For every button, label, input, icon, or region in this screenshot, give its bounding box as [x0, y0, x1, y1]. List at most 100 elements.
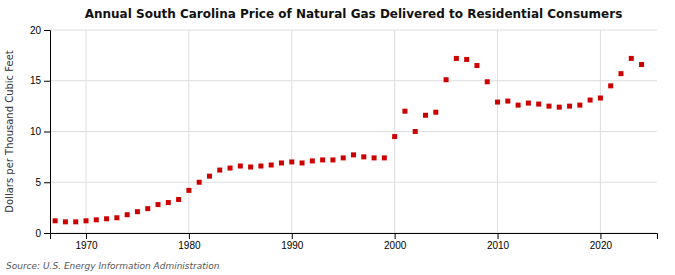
tick-mark	[498, 233, 499, 239]
tick-mark	[86, 233, 87, 239]
point	[608, 83, 613, 88]
plot-area: 1970 1980 1990 2000 2010 2020 0 5 10 15 20	[30, 25, 658, 251]
point	[84, 218, 89, 223]
point	[423, 113, 428, 118]
point	[248, 165, 253, 170]
tick: 5	[35, 177, 50, 188]
tick-label: 2010	[487, 240, 510, 251]
point	[577, 103, 582, 108]
point	[464, 57, 469, 62]
point	[166, 200, 171, 205]
tick: 20	[30, 25, 50, 36]
grid-line	[600, 30, 601, 233]
point	[94, 217, 99, 222]
point	[207, 174, 212, 179]
point	[639, 62, 644, 67]
tick-mark	[44, 132, 50, 133]
point	[104, 216, 109, 221]
tick-label: 1970	[75, 240, 98, 251]
tick-label: 15	[30, 75, 42, 86]
point	[536, 102, 541, 107]
grid-line	[50, 30, 657, 31]
point	[557, 105, 562, 110]
tick-label: 5	[35, 177, 41, 188]
point	[228, 166, 233, 171]
point	[289, 159, 294, 164]
point	[361, 154, 366, 159]
grid-line	[497, 30, 498, 233]
point	[176, 197, 181, 202]
tick-label: 1980	[178, 240, 201, 251]
grid-line	[188, 30, 189, 233]
point	[526, 101, 531, 106]
point	[63, 219, 68, 224]
tick: 0	[35, 228, 50, 239]
title: Annual South Carolina Price of Natural G…	[85, 7, 623, 21]
tick: 1980	[178, 233, 201, 251]
point	[238, 164, 243, 169]
tick-mark	[44, 233, 50, 234]
point	[156, 202, 161, 207]
point	[598, 96, 603, 101]
point	[546, 104, 551, 109]
tick: 1970	[75, 233, 98, 251]
points	[53, 56, 644, 224]
point	[444, 77, 449, 82]
point	[372, 155, 377, 160]
grid-line	[394, 30, 395, 233]
tick: 2010	[487, 233, 510, 251]
grid-line	[50, 182, 657, 183]
grid-line	[50, 131, 657, 132]
grid-line	[291, 30, 292, 233]
point	[197, 180, 202, 185]
y-axis: 0 5 10 15 20	[30, 25, 51, 239]
point	[588, 98, 593, 103]
point	[454, 56, 459, 61]
tick-label: 10	[30, 126, 42, 137]
point	[382, 155, 387, 160]
tick-label: 2000	[384, 240, 407, 251]
tick-label: 1990	[281, 240, 304, 251]
grid	[50, 30, 657, 233]
point	[258, 164, 263, 169]
point	[567, 104, 572, 109]
point	[300, 160, 305, 165]
tick: 2000	[384, 233, 407, 251]
point	[279, 160, 284, 165]
tick-label: 2020	[590, 240, 613, 251]
tick-mark	[395, 233, 396, 239]
tick-mark	[600, 233, 601, 239]
point	[186, 188, 191, 193]
point	[330, 157, 335, 162]
point	[125, 212, 130, 217]
point	[618, 71, 623, 76]
point	[474, 63, 479, 68]
tick-mark	[189, 233, 190, 239]
point	[217, 168, 222, 173]
axis-line	[51, 234, 658, 240]
point	[485, 79, 490, 84]
point	[351, 152, 356, 157]
point	[495, 100, 500, 105]
tick-mark	[44, 81, 50, 82]
annotation: Source: U.S. Energy Information Administ…	[6, 261, 220, 271]
point	[505, 99, 510, 104]
point	[114, 215, 119, 220]
point	[433, 110, 438, 115]
tick-mark	[292, 233, 293, 239]
y-axis-label: Dollars per Thousand Cubic Feet	[4, 50, 15, 213]
point	[269, 162, 274, 167]
tick-label: 20	[30, 25, 42, 36]
axis-line	[44, 31, 51, 234]
point	[402, 109, 407, 114]
x-axis: 1970 1980 1990 2000 2010 2020	[51, 233, 658, 251]
tick: 2020	[590, 233, 613, 251]
point	[341, 155, 346, 160]
point	[53, 218, 58, 223]
tick-mark	[44, 30, 50, 31]
chart: 1970 1980 1990 2000 2010 2020 0 5 10 15 20 Annual S…	[0, 0, 675, 275]
point	[320, 157, 325, 162]
point	[310, 158, 315, 163]
point	[629, 56, 634, 61]
point	[516, 103, 521, 108]
